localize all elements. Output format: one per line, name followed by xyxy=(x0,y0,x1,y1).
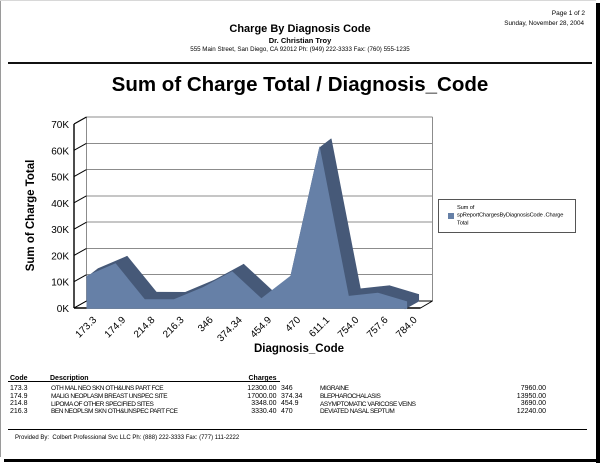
svg-text:40K: 40K xyxy=(51,199,69,210)
svg-text:173.3: 173.3 xyxy=(74,315,100,341)
svg-text:454.9: 454.9 xyxy=(249,315,275,341)
svg-text:Sum of Charge Total: Sum of Charge Total xyxy=(25,160,37,272)
svg-text:Diagnosis_Code: Diagnosis_Code xyxy=(254,343,344,355)
svg-text:0K: 0K xyxy=(57,304,70,315)
svg-text:30K: 30K xyxy=(51,225,69,236)
svg-text:346: 346 xyxy=(196,315,216,335)
svg-text:754.0: 754.0 xyxy=(336,315,362,341)
svg-text:60K: 60K xyxy=(51,146,69,157)
svg-text:611.1: 611.1 xyxy=(307,315,332,340)
svg-text:784.0: 784.0 xyxy=(394,315,420,341)
svg-text:174.9: 174.9 xyxy=(103,315,129,341)
svg-text:757.6: 757.6 xyxy=(365,315,391,341)
svg-text:214.8: 214.8 xyxy=(132,315,158,341)
svg-text:50K: 50K xyxy=(51,173,69,184)
svg-text:70K: 70K xyxy=(51,120,69,131)
svg-text:374.34: 374.34 xyxy=(215,315,245,345)
svg-text:10K: 10K xyxy=(51,278,69,289)
svg-text:20K: 20K xyxy=(51,251,69,262)
svg-text:470: 470 xyxy=(284,315,304,335)
svg-text:216.3: 216.3 xyxy=(161,315,187,341)
